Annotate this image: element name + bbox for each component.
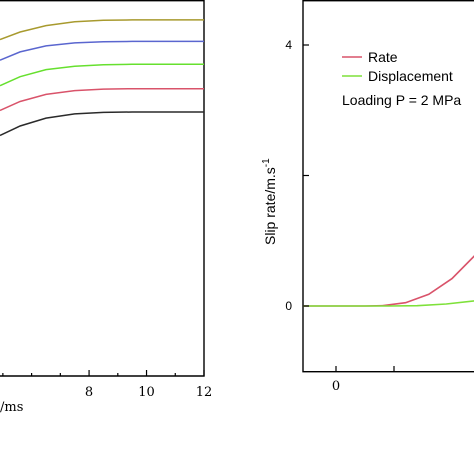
right-series-line-displacement <box>303 300 474 307</box>
legend-label-displacement: Displacement <box>368 68 453 84</box>
right-y-axis-label: Slip rate/m.s-1 <box>261 158 278 245</box>
loading-annotation: Loading P = 2 MPa <box>342 92 461 108</box>
left-plot-frame <box>0 0 205 377</box>
legend: Rate Displacement <box>342 49 453 84</box>
right-y-axis-label-exponent: -1 <box>261 158 272 167</box>
right-y-tick-label-4: 4 <box>285 38 292 52</box>
left-series-line-3 <box>0 63 204 87</box>
right-y-axis-label-text: Slip rate/m.s <box>262 167 278 245</box>
right-plot-frame <box>302 0 474 373</box>
left-chart: 8 10 12 /ms <box>0 0 213 415</box>
left-series-line-1 <box>0 19 204 41</box>
left-x-ticks: 8 10 12 <box>2 370 213 400</box>
left-series-lines <box>0 19 204 137</box>
right-series-lines <box>303 255 474 307</box>
left-series-line-5 <box>0 111 204 137</box>
right-x-tick-label-0: 0 <box>332 379 340 394</box>
left-x-tick-label-8: 8 <box>85 385 93 400</box>
left-series-line-2 <box>0 40 204 61</box>
right-x-ticks: 0 <box>332 366 395 394</box>
right-series-line-rate <box>303 255 474 307</box>
right-y-ticks: 04 <box>285 38 309 313</box>
right-chart: 04 0 Slip rate/m.s-1 Rate Displacement L… <box>261 0 474 394</box>
right-y-tick-label-0: 0 <box>285 299 292 313</box>
left-x-tick-label-10: 10 <box>138 385 155 400</box>
legend-label-rate: Rate <box>368 49 398 65</box>
left-x-axis-label: /ms <box>0 400 23 415</box>
left-series-line-4 <box>0 87 204 112</box>
left-x-tick-label-12: 12 <box>196 385 213 400</box>
